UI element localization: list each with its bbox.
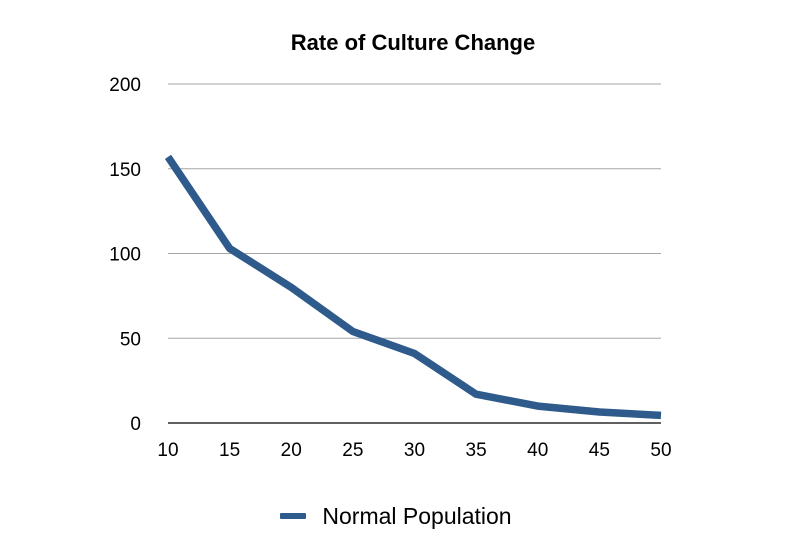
series-line-0	[164, 154, 662, 420]
x-tick-label-40: 40	[527, 440, 548, 461]
y-tick-label-50: 50	[120, 329, 141, 350]
x-tick-label-35: 35	[466, 440, 487, 461]
chart-title: Rate of Culture Change	[290, 30, 536, 55]
y-tick-label-0: 0	[130, 414, 141, 435]
y-tick-label-200: 200	[109, 75, 141, 96]
y-axis-ticks: 0 50 100 150 200	[109, 75, 141, 435]
legend-label-normal-population: Normal Population	[322, 502, 512, 529]
grid-lines	[168, 83, 661, 424]
legend-swatch-normal-population	[280, 513, 307, 519]
x-tick-label-15: 15	[219, 440, 240, 461]
x-tick-label-30: 30	[404, 440, 425, 461]
legend: Normal Population	[0, 500, 792, 532]
y-tick-label-100: 100	[109, 245, 141, 266]
series-layer	[164, 154, 662, 420]
x-tick-label-10: 10	[157, 440, 178, 461]
x-tick-label-50: 50	[650, 440, 671, 461]
x-tick-label-25: 25	[342, 440, 363, 461]
y-tick-label-150: 150	[109, 160, 141, 181]
x-tick-label-45: 45	[589, 440, 610, 461]
x-tick-label-20: 20	[281, 440, 302, 461]
x-axis-ticks: 10 15 20 25 30 35 40 45 50	[157, 440, 671, 461]
